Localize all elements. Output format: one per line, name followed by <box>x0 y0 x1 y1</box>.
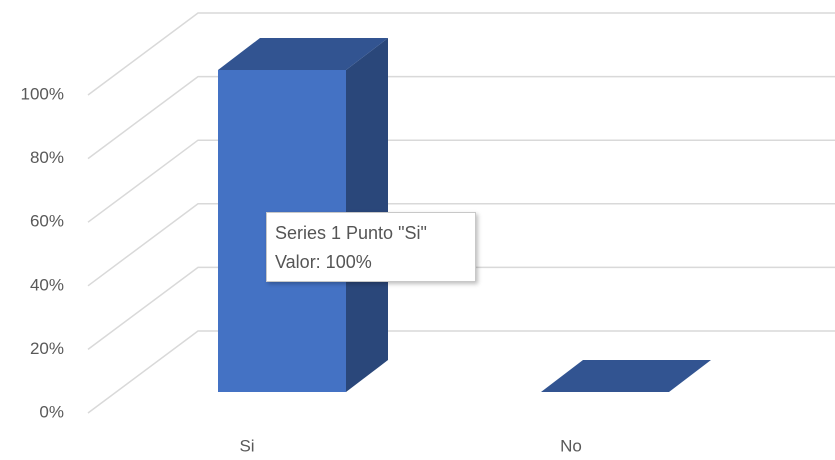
tooltip: Series 1 Punto "Si" Valor: 100% <box>266 212 476 282</box>
bar-top <box>218 38 388 70</box>
tooltip-line: Series 1 Punto "Si" <box>275 223 427 243</box>
grid-line <box>87 330 835 414</box>
x-tick-label: Si <box>239 436 254 455</box>
grid-line <box>87 203 835 287</box>
y-tick-label: 60% <box>30 212 64 231</box>
bar-top <box>541 360 711 392</box>
y-tick-label: 40% <box>30 275 64 294</box>
y-tick-label: 0% <box>39 402 64 421</box>
grid-line <box>87 139 835 223</box>
tooltip-line: Valor: 100% <box>275 252 372 272</box>
grid-line <box>87 12 835 96</box>
grid-line <box>87 266 835 351</box>
y-tick-label: 80% <box>30 148 64 167</box>
y-tick-label: 100% <box>21 84 64 103</box>
y-tick-label: 20% <box>30 339 64 358</box>
grid-line <box>87 75 835 160</box>
x-tick-label: No <box>560 436 582 455</box>
